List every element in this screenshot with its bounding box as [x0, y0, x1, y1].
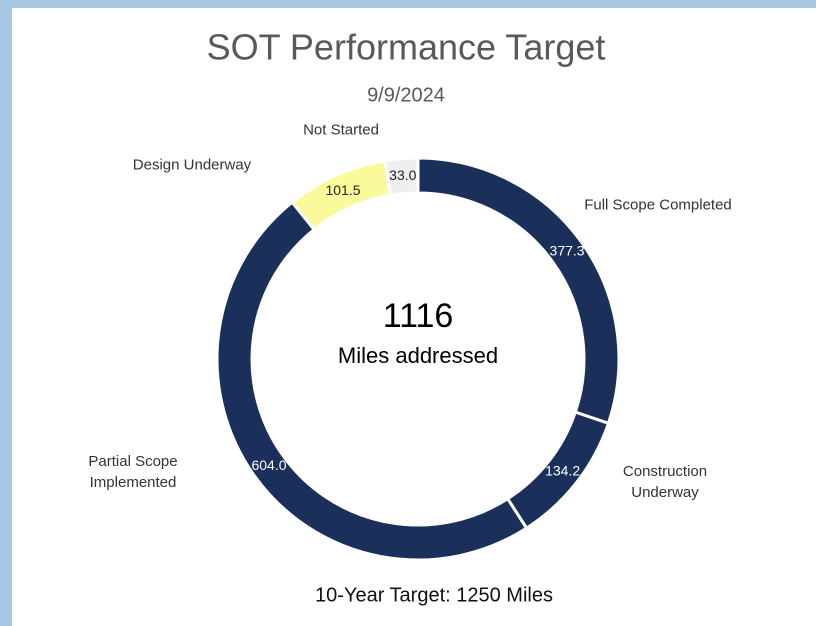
footer: 10-Year Target: 1250 Miles	[315, 584, 553, 606]
category-label: Not Started	[303, 121, 379, 139]
donut-slice	[383, 156, 420, 198]
category-label: Construction Underway	[622, 463, 708, 501]
chart-subtitle: 9/9/2024	[367, 84, 445, 106]
category-label: Design Underway	[132, 156, 252, 174]
value-label: 377.3	[550, 243, 585, 259]
center-value: 1116	[383, 297, 454, 335]
center-label: Miles addressed	[338, 343, 498, 368]
donut-slice	[215, 200, 529, 562]
chart-title: SOT Performance Target	[207, 27, 606, 68]
category-label: Partial Scope Implemented	[88, 453, 178, 491]
value-label: 33.0	[389, 167, 416, 183]
value-label: 134.2	[545, 463, 580, 479]
category-label: Full Scope Completed	[584, 196, 732, 214]
value-label: 604.0	[251, 457, 286, 473]
value-label: 101.5	[325, 182, 360, 198]
